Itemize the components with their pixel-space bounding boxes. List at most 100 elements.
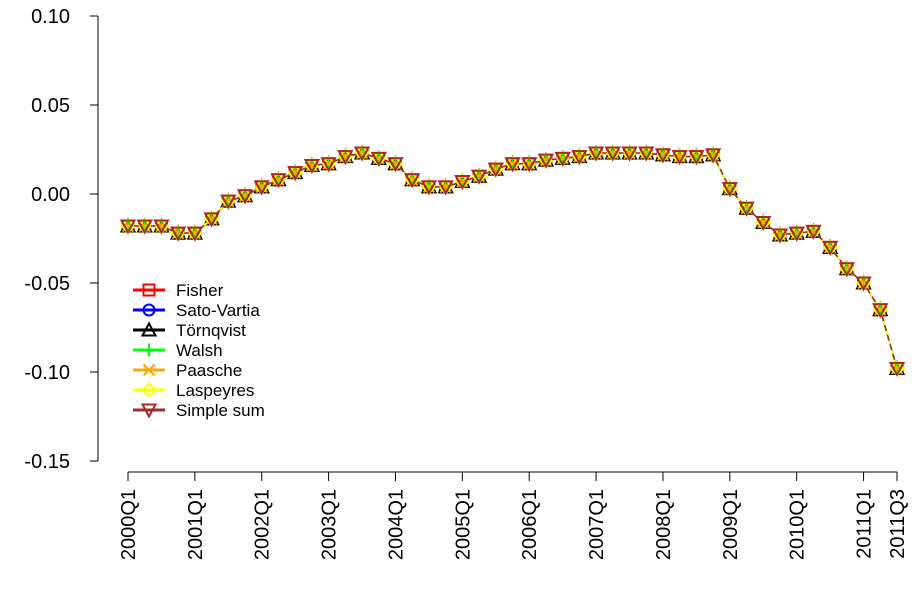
series-line-simple-sum — [134, 152, 897, 363]
legend-item-walsh: Walsh — [133, 341, 223, 360]
series-simple-sum — [119, 146, 906, 378]
data-point-simple-sum — [621, 146, 638, 162]
data-point-simple-sum — [437, 180, 454, 196]
data-point-simple-sum — [253, 180, 270, 196]
y-tick-label: -0.10 — [24, 362, 70, 384]
legend-label: Laspeyres — [176, 381, 254, 400]
legend-marker — [142, 343, 156, 357]
y-tick-label: 0.05 — [31, 95, 70, 117]
legend-item-fisher: Fisher — [133, 281, 224, 300]
x-tick-label: 2006Q1 — [519, 489, 541, 560]
legend-marker — [140, 321, 158, 337]
x-tick-label: 2008Q1 — [653, 489, 675, 560]
data-point-simple-sum — [270, 173, 287, 189]
y-axis: 0.10 0.05 0.00 -0.05 -0.10 -0.15 — [24, 6, 99, 473]
legend-marker — [140, 403, 158, 419]
series-walsh — [121, 146, 904, 375]
x-tick-label: 2011Q1 — [854, 489, 876, 559]
x-tick-label: 2000Q1 — [118, 489, 140, 560]
x-tick-label: 2002Q1 — [252, 489, 274, 560]
legend-label: Sato-Vartia — [176, 301, 260, 320]
legend: FisherSato-VartiaTörnqvistWalshPaascheLa… — [133, 281, 265, 420]
data-point-simple-sum — [136, 219, 153, 235]
x-tick-label: 2003Q1 — [319, 489, 341, 560]
series-line-laspeyres — [134, 152, 897, 363]
legend-marker — [142, 303, 156, 317]
data-point-simple-sum — [203, 212, 220, 228]
data-point-simple-sum — [387, 157, 404, 173]
legend-label: Törnqvist — [176, 321, 246, 340]
legend-label: Simple sum — [176, 401, 265, 420]
y-tick-label: 0.10 — [31, 6, 70, 28]
data-point-simple-sum — [805, 224, 822, 240]
legend-item-simple-sum: Simple sum — [133, 401, 265, 420]
legend-label: Paasche — [176, 361, 242, 380]
data-point-simple-sum — [337, 150, 354, 166]
data-point-simple-sum — [153, 219, 170, 235]
data-point-simple-sum — [286, 166, 304, 182]
legend-marker — [142, 283, 156, 297]
series-line-t-rnqvist — [134, 152, 897, 363]
data-point-simple-sum — [220, 194, 237, 210]
x-tick-label: 2009Q1 — [720, 489, 742, 560]
series-line-walsh — [134, 152, 897, 363]
data-point-simple-sum — [788, 226, 805, 242]
legend-marker — [141, 382, 157, 398]
x-tick-label: 2004Q1 — [385, 489, 407, 560]
series-line-paasche — [134, 152, 897, 363]
legend-item-paasche: Paasche — [133, 361, 242, 380]
legend-item-sato-vartia: Sato-Vartia — [133, 301, 260, 320]
plot-area — [119, 144, 906, 378]
data-point-simple-sum — [554, 151, 571, 167]
data-point-simple-sum — [771, 228, 789, 244]
x-tick-label: 2005Q1 — [452, 489, 474, 560]
data-point-simple-sum — [420, 180, 438, 196]
series-line-sato-vartia — [134, 152, 897, 363]
legend-item-t-rnqvist: Törnqvist — [133, 321, 246, 340]
legend-label: Walsh — [176, 341, 223, 360]
data-point-simple-sum — [872, 303, 889, 319]
x-tick-label: 2001Q1 — [185, 489, 207, 560]
data-point-simple-sum — [704, 148, 722, 164]
series-laspeyres — [120, 145, 905, 377]
data-point-simple-sum — [838, 262, 856, 278]
data-point-simple-sum — [738, 201, 755, 217]
x-tick-label: 2007Q1 — [586, 489, 608, 560]
data-point-simple-sum — [169, 226, 187, 242]
data-point-simple-sum — [888, 361, 906, 378]
legend-label: Fisher — [176, 281, 224, 300]
y-tick-label: -0.15 — [24, 451, 70, 473]
data-point-simple-sum — [654, 148, 672, 164]
data-point-simple-sum — [119, 219, 137, 235]
x-tick-label: 2011Q3 — [887, 489, 909, 559]
series-line-fisher — [134, 152, 897, 363]
data-point-simple-sum — [353, 146, 371, 162]
x-tick-label: 2010Q1 — [787, 489, 809, 560]
data-point-simple-sum — [404, 173, 421, 189]
data-point-simple-sum — [504, 157, 521, 173]
data-point-simple-sum — [370, 151, 387, 167]
data-point-simple-sum — [855, 276, 872, 292]
data-point-simple-sum — [604, 146, 621, 162]
data-point-simple-sum — [186, 226, 204, 242]
x-axis: 2000Q1 2001Q1 2002Q1 2003Q1 2004Q1 2005Q1 2006… — [118, 471, 909, 560]
data-point-simple-sum — [721, 182, 739, 198]
data-point-simple-sum — [755, 215, 772, 232]
data-point-simple-sum — [688, 150, 705, 166]
data-point-simple-sum — [537, 153, 555, 169]
data-point-simple-sum — [487, 162, 504, 178]
data-point-simple-sum — [821, 240, 839, 256]
data-point-simple-sum — [470, 169, 488, 185]
data-point-simple-sum — [454, 175, 471, 191]
data-point-simple-sum — [638, 146, 655, 162]
legend-item-laspeyres: Laspeyres — [133, 381, 254, 400]
data-point-simple-sum — [671, 150, 688, 166]
y-tick-label: 0.00 — [31, 184, 70, 206]
data-point-simple-sum — [587, 146, 605, 162]
data-point-simple-sum — [571, 150, 588, 166]
legend-marker — [142, 363, 156, 377]
data-point-simple-sum — [521, 157, 538, 173]
y-tick-label: -0.05 — [24, 273, 70, 295]
data-point-simple-sum — [320, 157, 337, 173]
